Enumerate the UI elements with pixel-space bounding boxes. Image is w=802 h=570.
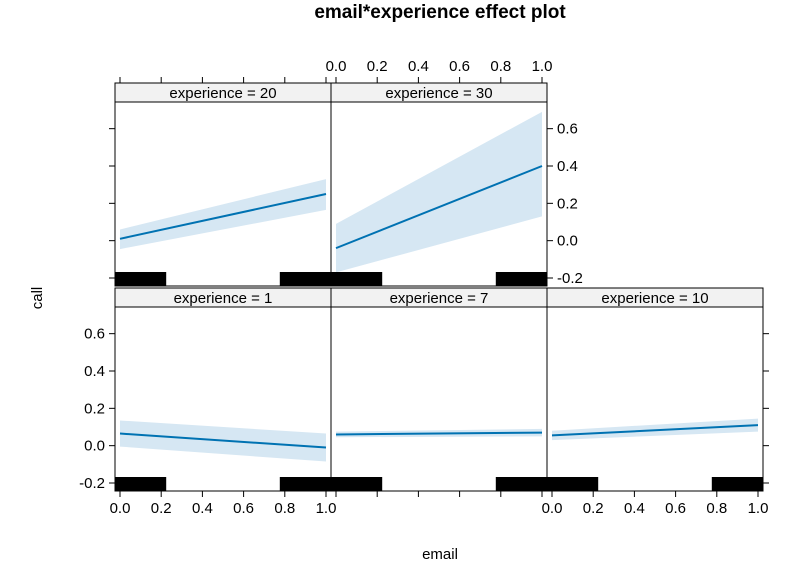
x-tick-label: 0.0 — [326, 58, 347, 75]
rug-mark — [115, 477, 167, 491]
rug-mark — [331, 477, 383, 491]
y-tick-label: 0.4 — [84, 363, 105, 380]
fit-line — [335, 431, 543, 436]
x-tick-label: 0.4 — [192, 500, 213, 517]
chart-title: email*experience effect plot — [314, 2, 566, 23]
x-tick-label: 0.8 — [706, 500, 727, 517]
panel-strip-label: experience = 7 — [390, 290, 489, 307]
panel-strip-label: experience = 10 — [601, 290, 708, 307]
y-tick-label: 0.0 — [84, 438, 105, 455]
x-tick-label: 0.8 — [274, 500, 295, 517]
x-tick-label: 0.2 — [151, 500, 172, 517]
panel-1: experience = 1 -0.2 0.0 0.2 0.4 0.6 0.0 0.2 0.4 0… — [79, 287, 337, 517]
rug-mark — [547, 477, 599, 491]
y-tick-label: 0.6 — [557, 121, 578, 138]
panel-strip-label: experience = 1 — [174, 290, 273, 307]
x-axis-label: email — [422, 546, 458, 563]
panels-layer: experience = 1 -0.2 0.0 0.2 0.4 0.6 0.0 0.2 0.4 0… — [79, 58, 769, 517]
panel-4: experience = 20 — [109, 77, 332, 287]
rug-mark — [495, 272, 547, 286]
rug-mark — [279, 272, 331, 286]
x-tick-label: 0.0 — [110, 500, 131, 517]
y-tick-label: 0.2 — [557, 195, 578, 212]
panel-2: experience = 7 — [330, 287, 548, 497]
y-tick-label: 0.2 — [84, 400, 105, 417]
rug-mark — [331, 272, 383, 286]
x-tick-label: 0.2 — [367, 58, 388, 75]
rug-mark — [115, 272, 167, 286]
y-tick-label: 0.4 — [557, 158, 578, 175]
x-tick-label: 0.6 — [665, 500, 686, 517]
rug-mark — [495, 477, 547, 491]
x-tick-label: 0.2 — [583, 500, 604, 517]
panel-5: experience = 30 -0.2 0.0 0.2 0.4 0.6 0.0 0.2 0.4… — [326, 58, 583, 287]
y-axis-label: call — [29, 287, 46, 310]
y-tick-label: 0.0 — [557, 233, 578, 250]
x-tick-label: 1.0 — [748, 500, 769, 517]
fit-line — [119, 432, 327, 449]
confidence-band — [120, 179, 326, 250]
x-tick-label: 0.0 — [542, 500, 563, 517]
panel-strip-label: experience = 20 — [169, 85, 276, 102]
fit-line — [551, 424, 759, 437]
x-tick-label: 0.8 — [490, 58, 511, 75]
y-tick-label: -0.2 — [557, 270, 583, 287]
y-tick-label: -0.2 — [79, 475, 105, 492]
panel-frame — [114, 306, 332, 492]
fit-line — [335, 165, 543, 250]
confidence-band — [336, 111, 542, 273]
x-tick-label: 0.6 — [449, 58, 470, 75]
y-tick-label: 0.6 — [84, 326, 105, 343]
x-tick-label: 0.4 — [408, 58, 429, 75]
panel-frame — [546, 306, 764, 492]
rug-mark — [711, 477, 763, 491]
panel-frame — [330, 306, 548, 492]
fit-line — [119, 193, 327, 240]
x-tick-label: 0.4 — [624, 500, 645, 517]
panel-strip-label: experience = 30 — [385, 85, 492, 102]
panel-3: experience = 10 0.0 0.2 0.4 0.6 0.8 1.0 — [542, 287, 769, 517]
panel-frame — [330, 101, 548, 287]
x-tick-label: 0.6 — [233, 500, 254, 517]
x-tick-label: 1.0 — [532, 58, 553, 75]
rug-mark — [279, 477, 331, 491]
x-tick-label: 1.0 — [316, 500, 337, 517]
